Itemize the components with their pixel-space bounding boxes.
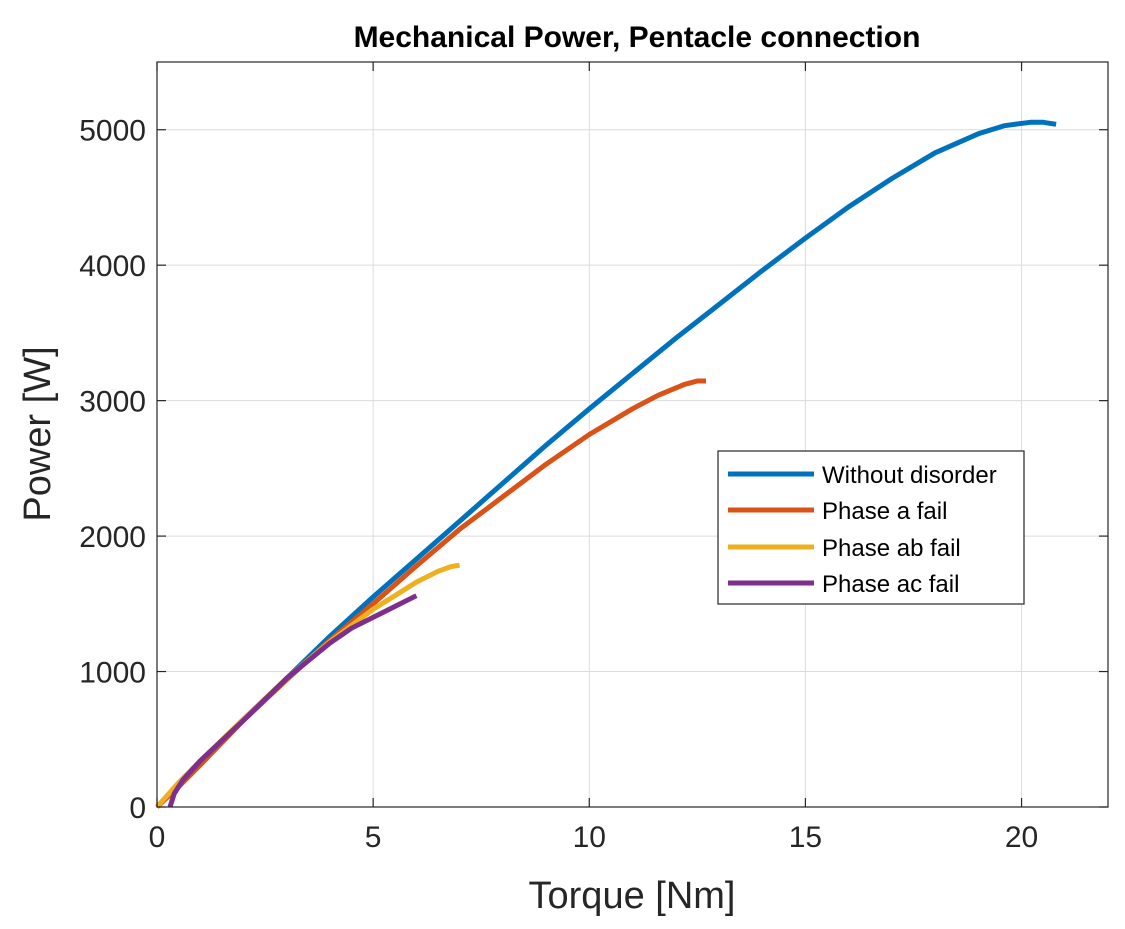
x-tick-label: 15 [789,821,822,854]
legend-label-phase-a-fail: Phase a fail [822,498,947,525]
y-tick-label: 2000 [79,521,146,554]
y-tick-label: 0 [129,792,146,825]
tick-labels: 0 5 10 15 20 0 1000 2000 3000 4000 5000 [79,115,1038,854]
x-tick-label: 5 [365,821,382,854]
y-axis-label: Power [W] [17,346,59,521]
x-tick-label: 0 [149,821,166,854]
x-tick-label: 10 [573,821,606,854]
y-tick-label: 5000 [79,115,146,148]
y-tick-label: 4000 [79,250,146,283]
legend-label-without-disorder: Without disorder [822,462,997,489]
legend-label-phase-ac-fail: Phase ac fail [822,571,959,598]
y-tick-label: 1000 [79,657,146,690]
legend-box [717,450,1025,605]
y-tick-label: 3000 [79,386,146,419]
x-tick-label: 20 [1005,821,1038,854]
series-line-phase-ac-fail [167,593,418,808]
chart-title: Mechanical Power, Pentacle connection [354,21,921,54]
series-layer [155,119,1057,809]
x-axis-label: Torque [Nm] [529,875,736,917]
plot-area [157,62,1108,807]
ticks [156,62,1108,808]
legend-label-phase-ab-fail: Phase ab fail [822,535,961,562]
axes-box [156,61,1109,808]
legend: Without disorder Phase a fail Phase ab f… [717,450,1025,605]
